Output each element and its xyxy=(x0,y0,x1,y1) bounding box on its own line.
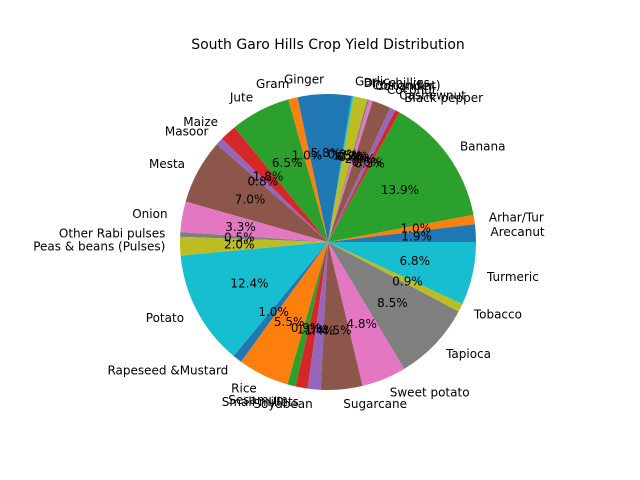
pie-slice-coriander xyxy=(328,99,373,242)
pie-slice-ginger xyxy=(297,93,352,242)
pie-slice-dry-chillies xyxy=(328,96,368,243)
pie-slice-tapioca xyxy=(328,242,459,369)
slice-percent-banana: 13.9% xyxy=(381,183,419,197)
pie-slice-maize xyxy=(221,127,328,242)
slice-percent-ginger: 5.8% xyxy=(311,146,342,160)
slice-percent-peas-beans-pulses: 2.0% xyxy=(224,238,255,252)
slice-label-small-millets: Small millets xyxy=(222,395,299,409)
slice-percent-garlic: 0.2% xyxy=(327,147,358,161)
slice-percent-potato: 12.4% xyxy=(230,276,268,290)
slice-label-banana: Banana xyxy=(460,140,506,154)
pie-slice-gram xyxy=(288,97,328,242)
slice-percent-mesta: 7.0% xyxy=(235,193,266,207)
slice-percent-gram: 1.0% xyxy=(292,149,323,163)
pie-slice-onion xyxy=(180,201,328,242)
slice-percent-sugarcane: 4.5% xyxy=(321,323,352,337)
slice-percent-other-rabi-pulses: 0.5% xyxy=(224,230,255,244)
pie-slice-black-pepper xyxy=(328,110,400,242)
pie-slice-coconut xyxy=(328,100,391,243)
pie-slice-peas-beans-pulses xyxy=(180,236,328,256)
slice-percent-tobacco: 0.9% xyxy=(392,274,423,288)
slice-percent-soyabean: 1.4% xyxy=(304,323,335,337)
slice-label-rapeseed-mustard: Rapeseed &Mustard xyxy=(107,364,228,378)
slice-percent-dry-chillies: 1.5% xyxy=(332,148,363,162)
slice-label-mesta: Mesta xyxy=(149,157,185,171)
slice-label-arhar-tur: Arhar/Tur xyxy=(489,210,544,224)
slice-percent-arecanut: 1.9% xyxy=(401,230,432,244)
slice-label-other-rabi-pulses: Other Rabi pulses xyxy=(59,227,166,241)
slice-percent-black-pepper: 0.5% xyxy=(354,157,385,171)
pie-slice-masoor xyxy=(216,138,328,242)
slice-label-sesamum: Sesamum xyxy=(228,393,288,407)
pie-slice-jute xyxy=(234,99,328,243)
slice-label-potato: Potato xyxy=(146,311,184,325)
slice-percent-sweet-potato: 4.8% xyxy=(346,317,377,331)
slice-label-jute: Jute xyxy=(229,90,253,104)
chart-title: South Garo Hills Crop Yield Distribution xyxy=(191,37,465,53)
slice-percent-cashewnut: 0.6% xyxy=(352,155,383,169)
slice-label-peas-beans-pulses: Peas & beans (Pulses) xyxy=(33,240,165,254)
slice-label-coconut: Coconut xyxy=(387,83,437,97)
slice-label-cashewnut: Cashewnut xyxy=(399,89,466,103)
slice-label-cotton-lint: Cotton(lint) xyxy=(372,78,440,92)
slice-label-black-pepper: Black pepper xyxy=(404,91,483,105)
pie-slice-rice xyxy=(241,242,328,385)
slice-label-ginger: Ginger xyxy=(284,72,324,86)
slice-percent-turmeric: 6.8% xyxy=(399,254,430,268)
pie-slice-arecanut xyxy=(328,224,476,242)
slice-percent-jute: 6.5% xyxy=(272,156,303,170)
slice-label-maize: Maize xyxy=(183,115,218,129)
slice-percent-sesamum: 0.9% xyxy=(291,321,322,335)
pie-slice-other-rabi-pulses xyxy=(180,232,328,242)
slice-percent-rapeseed-mustard: 1.0% xyxy=(258,305,289,319)
pie-slice-turmeric xyxy=(328,242,476,304)
slice-label-onion: Onion xyxy=(132,207,167,221)
pie-slice-cashewnut xyxy=(328,107,396,242)
slice-label-rice: Rice xyxy=(231,381,257,395)
pie-slice-sesamum xyxy=(287,242,328,387)
slice-percent-masoor: 0.8% xyxy=(248,175,279,189)
slice-label-arecanut: Arecanut xyxy=(491,225,545,239)
pie-percentages: 1.9%1.0%13.9%0.5%0.6%2.0%0.4%0.2%1.5%0.2… xyxy=(224,146,432,337)
pie-slice-arhar-tur xyxy=(328,214,475,242)
slice-percent-onion: 3.3% xyxy=(225,220,256,234)
slice-percent-rice: 5.5% xyxy=(274,315,305,329)
slice-percent-small-millets: 1.3% xyxy=(297,322,328,336)
slice-percent-cotton-lint: 0.2% xyxy=(337,150,368,164)
pie-slice-potato xyxy=(180,242,328,357)
pie-slice-cotton-lint xyxy=(328,99,370,242)
slice-label-tobacco: Tobacco xyxy=(473,307,522,321)
slice-label-dry-chillies: Dry chillies xyxy=(364,76,430,90)
pie-slice-soyabean xyxy=(307,242,328,390)
pie-slice-small-millets xyxy=(295,242,328,389)
slice-percent-maize: 1.8% xyxy=(253,170,284,184)
pie-slices xyxy=(180,93,476,391)
slice-label-turmeric: Turmeric xyxy=(486,270,539,284)
slice-percent-arhar-tur: 1.0% xyxy=(401,222,432,236)
slice-label-gram: Gram xyxy=(256,77,289,91)
slice-percent-tapioca: 8.5% xyxy=(377,296,408,310)
pie-slice-banana xyxy=(328,112,474,243)
pie-slice-tobacco xyxy=(328,242,463,312)
slice-label-masoor: Masoor xyxy=(165,124,209,138)
pie-slice-sweet-potato xyxy=(328,242,405,386)
slice-label-sweet-potato: Sweet potato xyxy=(390,386,470,400)
slice-label-soyabean: Soyabean xyxy=(253,397,312,411)
pie-slice-rapeseed-mustard xyxy=(233,242,328,362)
slice-label-coriander: Coriander xyxy=(375,79,434,93)
slice-label-tapioca: Tapioca xyxy=(445,347,491,361)
pie-slice-sugarcane xyxy=(320,242,363,391)
slice-percent-coconut: 2.0% xyxy=(345,152,376,166)
slice-percent-coriander: 0.4% xyxy=(338,150,369,164)
slice-label-garlic: Garlic xyxy=(355,74,390,88)
slice-label-sugarcane: Sugarcane xyxy=(343,397,407,411)
pie-slice-mesta xyxy=(185,144,328,242)
pie-slice-garlic xyxy=(328,95,354,243)
